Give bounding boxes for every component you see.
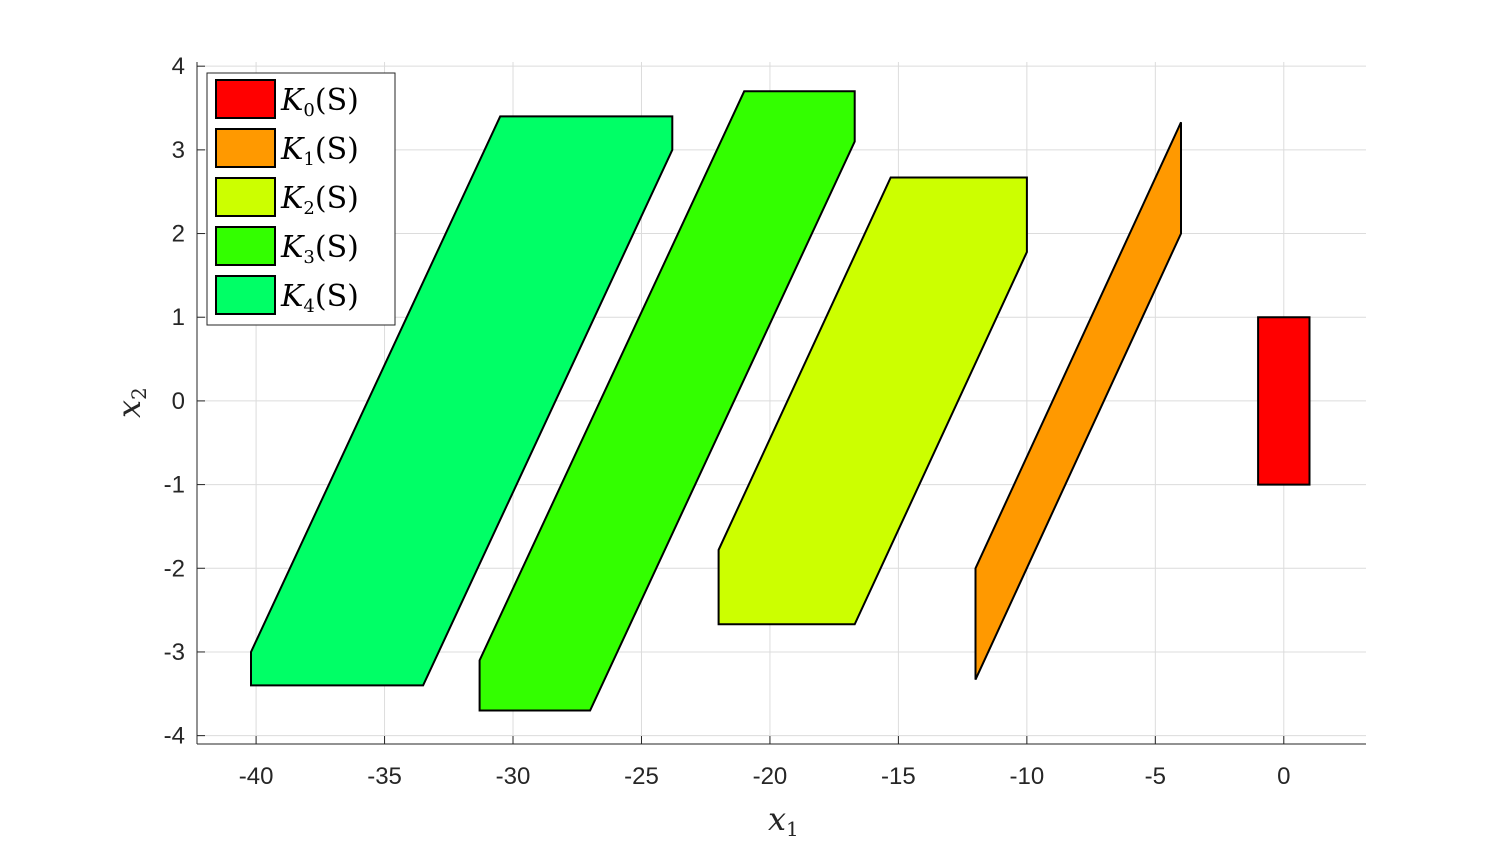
y-axis-label-sub: 2 bbox=[127, 387, 151, 400]
legend-label-sub: 2 bbox=[303, 198, 314, 219]
region-1 bbox=[974, 121, 1182, 681]
region-4 bbox=[250, 115, 674, 687]
y-tick-label: 1 bbox=[172, 304, 185, 331]
legend-item-3: K3(S) bbox=[215, 226, 359, 268]
x-tick-label: -25 bbox=[624, 763, 659, 790]
legend-label-sub: 4 bbox=[303, 296, 314, 317]
legend-swatch bbox=[215, 275, 276, 315]
legend-label: K4(S) bbox=[280, 279, 359, 317]
x-tick-label: 0 bbox=[1277, 763, 1290, 790]
x-axis-label: x1 bbox=[768, 800, 799, 841]
legend-label: K1(S) bbox=[280, 132, 359, 170]
legend-label-sub: 0 bbox=[303, 100, 314, 121]
legend-item-4: K4(S) bbox=[215, 275, 359, 317]
legend-swatch bbox=[215, 226, 276, 266]
legend-label-sub: 1 bbox=[303, 149, 314, 170]
x-tick-label: -20 bbox=[753, 763, 788, 790]
region-3 bbox=[478, 90, 856, 712]
legend-label: K3(S) bbox=[280, 230, 359, 268]
y-tick-label: -4 bbox=[164, 723, 185, 750]
legend-label-main: K bbox=[280, 181, 305, 216]
x-tick-label: -40 bbox=[239, 763, 274, 790]
x-tick-label: -10 bbox=[1010, 763, 1045, 790]
legend-label-main: K bbox=[280, 132, 305, 167]
y-axis-label-main: x bbox=[110, 400, 148, 418]
legend-swatch bbox=[215, 79, 276, 119]
y-tick-label: -3 bbox=[164, 639, 185, 666]
legend-item-0: K0(S) bbox=[215, 79, 359, 121]
legend-swatch bbox=[215, 177, 276, 217]
x-axis-label-main: x bbox=[768, 800, 786, 838]
region-2 bbox=[717, 176, 1028, 626]
x-tick-label: -5 bbox=[1145, 763, 1166, 790]
region-layer bbox=[250, 90, 1311, 712]
x-tick-label: -35 bbox=[367, 763, 402, 790]
x-tick-label: -15 bbox=[881, 763, 916, 790]
legend-label-main: K bbox=[280, 279, 305, 314]
x-axis-label-sub: 1 bbox=[786, 817, 799, 841]
legend-label-arg: (S) bbox=[315, 230, 359, 265]
legend-item-2: K2(S) bbox=[215, 177, 359, 219]
legend-swatch bbox=[215, 128, 276, 168]
legend-label-arg: (S) bbox=[315, 279, 359, 314]
y-axis-label: x2 bbox=[110, 387, 151, 418]
legend-items: K0(S)K1(S)K2(S)K3(S)K4(S) bbox=[215, 79, 359, 317]
legend-label-main: K bbox=[280, 83, 305, 118]
legend-label-arg: (S) bbox=[315, 132, 359, 167]
y-tick-label: 3 bbox=[172, 137, 185, 164]
legend-label: K2(S) bbox=[280, 181, 359, 219]
legend-label-arg: (S) bbox=[315, 83, 359, 118]
legend-label-sub: 3 bbox=[303, 247, 314, 268]
axis-layer bbox=[196, 62, 1366, 745]
y-tick-label: -1 bbox=[164, 472, 185, 499]
y-tick-label: 2 bbox=[172, 221, 185, 248]
legend-label: K0(S) bbox=[280, 83, 359, 121]
y-tick-label: 0 bbox=[172, 388, 185, 415]
legend-item-1: K1(S) bbox=[215, 128, 359, 170]
legend-label-arg: (S) bbox=[315, 181, 359, 216]
y-tick-label: -2 bbox=[164, 555, 185, 582]
y-tick-label: 4 bbox=[172, 53, 185, 80]
region-0 bbox=[1257, 316, 1311, 486]
legend-label-main: K bbox=[280, 230, 305, 265]
x-tick-label: -30 bbox=[496, 763, 531, 790]
legend: K0(S)K1(S)K2(S)K3(S)K4(S) bbox=[206, 72, 396, 326]
